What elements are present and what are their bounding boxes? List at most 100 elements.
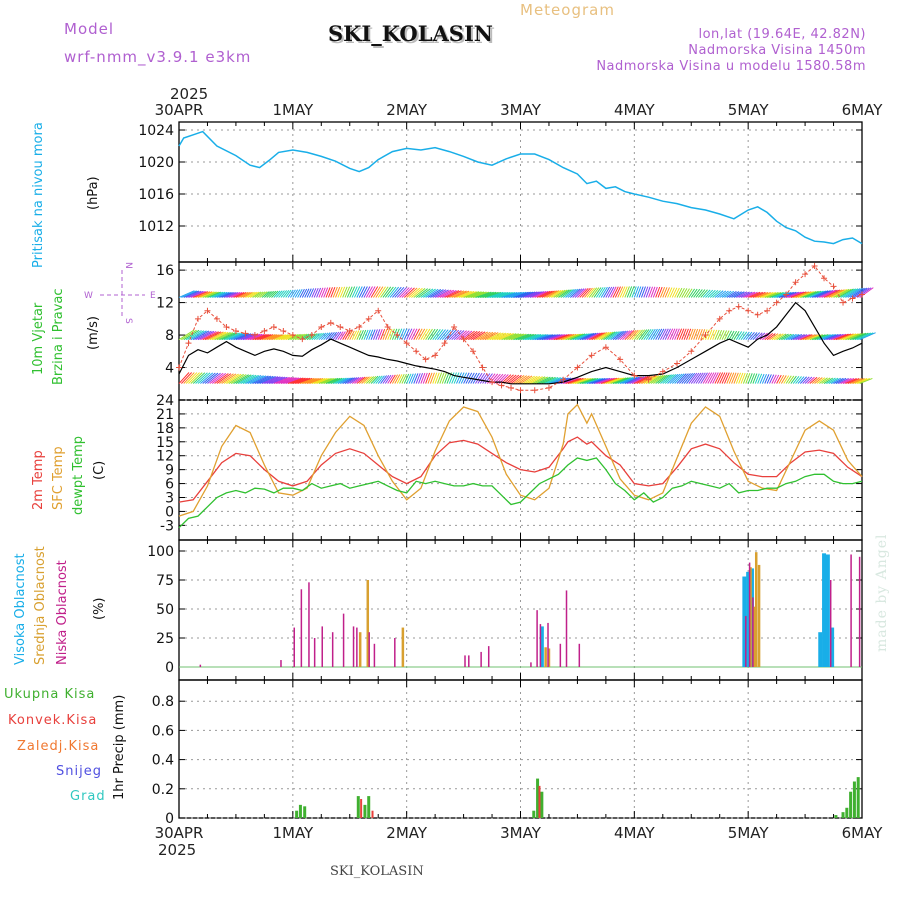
wind-gust-marker [242,330,249,337]
wind-barb [380,375,388,384]
wind-barb [719,372,726,384]
wind-barb [470,331,483,341]
wind-barb [636,329,646,340]
wind-barb [629,286,635,298]
wind-barb [724,330,730,340]
wind-barb [513,291,529,298]
wind-gust-marker [327,319,334,326]
panel-wind: 4 8 12 16 [156,261,876,401]
wind-barb [429,328,439,340]
wind-barb [811,377,821,384]
wind-gust-marker [859,291,865,298]
cloud-mid-bar [752,606,756,667]
wind-barb [465,330,478,341]
wind-barb [610,286,617,298]
time-tick-bottom: 6MAY [842,824,884,842]
compass-east: E [150,291,156,301]
wind-gust-marker [849,295,856,302]
wind-gust-marker [470,348,477,355]
wind-barb [838,288,854,298]
wind-barb [814,290,831,298]
wind-barb [674,328,680,340]
wind-barb [211,331,229,341]
wind-barb [257,375,274,384]
wind-gust-marker [773,299,780,306]
wind-barb [185,372,198,384]
wind-barb [589,332,603,341]
y-tick-label: 1020 [138,155,174,171]
wind-barb [633,329,643,341]
wind-barb [852,332,869,341]
wind-barb [742,372,748,384]
wind-barb [475,331,489,341]
wind-barb [743,331,750,340]
wind-barb [209,372,224,384]
wind-barb [487,332,502,341]
wind-barb [558,289,570,298]
wind-barb [524,375,538,384]
wind-barb [807,334,821,341]
wind-barb [586,378,604,384]
wind-barb [361,329,367,340]
wind-barb [745,373,751,384]
wind-barb [181,329,197,341]
wind-barb [709,329,715,340]
cloud-ylabel3: Niska Oblacnost [55,560,70,665]
wind-barb [812,290,829,298]
wind-barb [603,331,616,341]
wind-gust-marker [674,360,681,367]
wind-barb [544,376,559,384]
wind-barb [202,331,219,341]
wind-barb [453,290,470,298]
wind-gust-marker [394,332,401,339]
wind-barb [311,332,320,341]
wind-barb [669,328,676,340]
wind-barb [316,332,325,341]
wind-barb [406,373,412,384]
cloud-high-bar [830,627,835,667]
wind-barb [802,334,816,341]
wind-barb [833,333,849,341]
wind-barb [451,290,467,298]
wind-barb [413,328,420,340]
wind-barb [842,333,859,341]
wind-barb [425,372,431,384]
wind-gust-marker [280,328,287,334]
wind-barb [192,330,210,341]
wind-gust-marker [659,368,666,375]
cloud-low-bar [850,554,852,667]
wind-barb [617,330,629,341]
wind-barb [321,377,334,384]
wind-barb [738,291,750,298]
wind-barb [771,333,781,341]
wind-barb [306,378,322,384]
wind-barb [809,334,824,341]
wind-barb [401,328,408,340]
wind-barb [259,334,274,341]
wind-barb [380,328,386,340]
wind-barb [301,288,308,298]
wind-barb [340,377,351,384]
wind-gust-marker [560,376,567,383]
wind-barb [207,331,224,341]
wind-barb [738,372,744,384]
wind-barb [764,374,770,384]
temp-ylabel3: dewpt Temp [71,436,86,515]
time-tick-bottom: 30APR [155,824,204,842]
wind-gust-marker [792,279,799,286]
wind-barb [295,377,311,384]
wind-barb [826,377,836,384]
wind-barb [584,287,593,298]
wind-barb [581,287,591,298]
y-tick-label: 4 [165,361,174,377]
wind-barb [309,378,324,384]
wind-barb [294,289,301,298]
legend-total-rain: Ukupna Kisa [4,687,95,702]
wind-barb [546,334,563,341]
wind-barb [394,374,401,384]
wind-barb [491,291,509,298]
wind-barb [427,372,433,384]
wind-barb [221,291,234,298]
wind-barb [219,332,236,341]
wind-barb [830,333,847,341]
